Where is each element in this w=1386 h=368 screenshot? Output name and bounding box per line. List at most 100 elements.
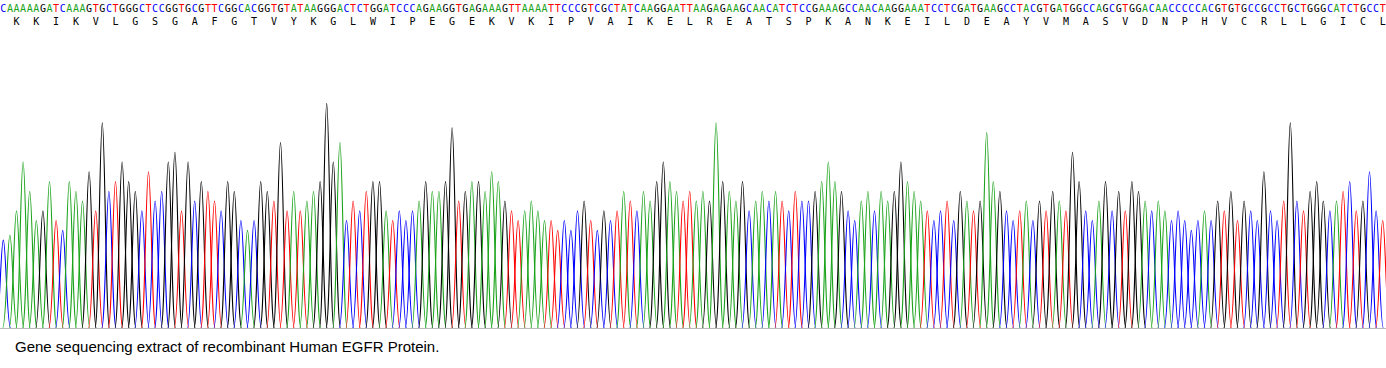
svg-text:S: S <box>152 16 158 27</box>
svg-text:C: C <box>1083 3 1089 14</box>
svg-text:G: G <box>1102 3 1108 14</box>
svg-text:K: K <box>885 16 891 27</box>
svg-text:T: T <box>515 3 521 14</box>
svg-text:T: T <box>297 3 303 14</box>
svg-text:C: C <box>1149 3 1155 14</box>
svg-text:G: G <box>317 3 323 14</box>
svg-text:G: G <box>1129 3 1135 14</box>
svg-text:C: C <box>1274 3 1280 14</box>
svg-text:G: G <box>1320 16 1326 27</box>
svg-text:T: T <box>1017 3 1023 14</box>
svg-text:A: A <box>819 3 825 14</box>
svg-text:V: V <box>93 16 99 27</box>
svg-text:K: K <box>825 16 831 27</box>
svg-text:I: I <box>548 16 554 27</box>
svg-text:L: L <box>944 16 950 27</box>
svg-text:D: D <box>964 16 970 27</box>
svg-text:A: A <box>607 16 613 27</box>
svg-text:K: K <box>310 16 316 27</box>
svg-text:I: I <box>924 16 930 27</box>
svg-text:T: T <box>1122 3 1128 14</box>
svg-text:A: A <box>192 16 198 27</box>
svg-text:A: A <box>984 3 990 14</box>
svg-text:T: T <box>614 3 620 14</box>
svg-text:T: T <box>205 3 211 14</box>
svg-text:G: G <box>330 3 336 14</box>
svg-text:A: A <box>1003 16 1009 27</box>
svg-text:G: G <box>376 3 382 14</box>
svg-text:R: R <box>706 16 713 27</box>
svg-text:A: A <box>291 3 297 14</box>
svg-text:G: G <box>997 3 1003 14</box>
svg-text:A: A <box>990 3 996 14</box>
svg-text:C: C <box>561 3 567 14</box>
svg-text:N: N <box>865 16 871 27</box>
svg-text:G: G <box>475 3 481 14</box>
svg-text:G: G <box>838 3 844 14</box>
svg-text:T: T <box>555 3 561 14</box>
svg-text:T: T <box>779 3 785 14</box>
svg-text:G: G <box>706 3 712 14</box>
svg-text:C: C <box>607 3 613 14</box>
svg-text:A: A <box>825 3 831 14</box>
svg-text:T: T <box>766 16 772 27</box>
svg-text:T: T <box>284 3 290 14</box>
svg-text:S: S <box>786 16 792 27</box>
svg-text:G: G <box>86 3 92 14</box>
svg-text:C: C <box>1089 3 1095 14</box>
svg-text:A: A <box>541 3 547 14</box>
svg-text:A: A <box>304 3 310 14</box>
svg-text:G: G <box>957 3 963 14</box>
svg-text:C: C <box>871 3 877 14</box>
svg-text:G: G <box>1360 3 1366 14</box>
svg-text:C: C <box>1347 3 1353 14</box>
svg-text:G: G <box>132 16 138 27</box>
svg-text:G: G <box>99 3 105 14</box>
svg-text:C: C <box>251 3 257 14</box>
svg-text:T: T <box>112 3 118 14</box>
svg-text:A: A <box>522 3 528 14</box>
svg-text:I: I <box>53 16 59 27</box>
svg-text:A: A <box>693 3 699 14</box>
svg-text:T: T <box>363 3 369 14</box>
svg-text:L: L <box>1281 16 1287 27</box>
svg-text:T: T <box>792 3 798 14</box>
svg-text:A: A <box>964 3 970 14</box>
svg-text:A: A <box>66 3 72 14</box>
svg-text:C: C <box>786 3 792 14</box>
svg-text:T: T <box>588 3 594 14</box>
svg-text:K: K <box>528 16 534 27</box>
svg-text:A: A <box>700 3 706 14</box>
svg-text:A: A <box>46 3 52 14</box>
svg-text:A: A <box>7 3 13 14</box>
svg-text:G: G <box>198 3 204 14</box>
svg-text:A: A <box>489 3 495 14</box>
svg-text:L: L <box>350 16 356 27</box>
svg-text:T: T <box>211 3 217 14</box>
svg-text:G: G <box>370 3 376 14</box>
svg-text:V: V <box>1221 16 1227 27</box>
svg-text:C: C <box>568 3 574 14</box>
svg-text:G: G <box>1076 3 1082 14</box>
svg-text:T: T <box>1281 3 1287 14</box>
svg-text:E: E <box>984 16 990 27</box>
svg-text:A: A <box>640 3 646 14</box>
svg-text:T: T <box>93 3 99 14</box>
svg-text:A: A <box>772 3 778 14</box>
svg-text:G: G <box>1116 3 1122 14</box>
svg-text:I: I <box>627 16 633 27</box>
svg-text:T: T <box>944 3 950 14</box>
svg-text:A: A <box>1142 3 1148 14</box>
svg-text:C: C <box>1010 3 1016 14</box>
svg-text:G: G <box>449 16 455 27</box>
svg-text:A: A <box>436 3 442 14</box>
svg-text:A: A <box>244 3 250 14</box>
svg-text:A: A <box>726 3 732 14</box>
svg-text:C: C <box>937 3 943 14</box>
svg-text:G: G <box>1228 3 1234 14</box>
svg-text:G: G <box>1050 3 1056 14</box>
svg-text:Y: Y <box>1023 16 1029 27</box>
svg-text:C: C <box>1366 3 1372 14</box>
svg-text:G: G <box>1320 3 1326 14</box>
svg-text:A: A <box>20 3 26 14</box>
